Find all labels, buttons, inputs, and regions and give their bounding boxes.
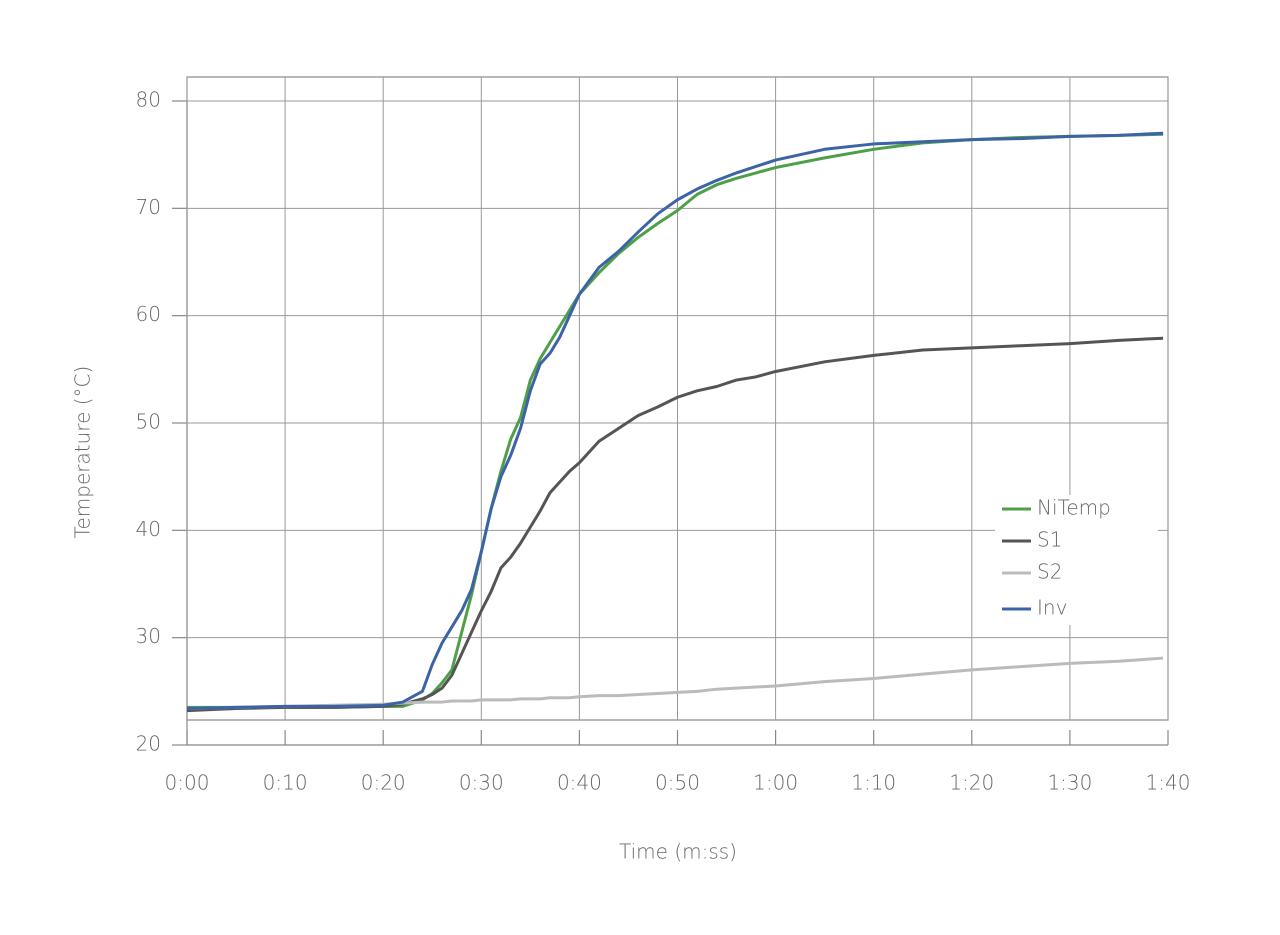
- x-tick-label: 0:50: [655, 771, 700, 795]
- x-tick-label: 0:30: [459, 771, 504, 795]
- series-line: [186, 656, 1164, 711]
- x-tick-label: 0:00: [165, 771, 210, 795]
- x-axis-label: Time (m:ss): [619, 840, 737, 864]
- y-tick-label: 70: [136, 195, 161, 219]
- series-line: [186, 131, 1164, 711]
- x-tick-label: 1:10: [851, 771, 896, 795]
- x-tick-label: 0:40: [557, 771, 602, 795]
- legend-label: NiTemp: [1037, 496, 1111, 520]
- legend-label: Inv: [1037, 596, 1067, 620]
- legend-label: S2: [1037, 560, 1062, 584]
- y-tick-label: 80: [136, 88, 161, 112]
- y-axis-label: Temperature (°C): [71, 366, 95, 539]
- x-tick-label: 1:20: [949, 771, 994, 795]
- x-tick-label: 0:20: [361, 771, 406, 795]
- y-tick-label: 20: [136, 732, 161, 756]
- y-tick-label: 30: [136, 624, 161, 648]
- x-tick-label: 0:10: [263, 771, 308, 795]
- y-tick-label: 60: [136, 302, 161, 326]
- legend-label: S1: [1037, 528, 1062, 552]
- series-line: [186, 336, 1164, 713]
- legend-box: [995, 495, 1158, 625]
- x-tick-label: 1:30: [1047, 771, 1092, 795]
- x-tick-label: 1:40: [1146, 771, 1191, 795]
- y-tick-label: 40: [136, 517, 161, 541]
- x-tick-label: 1:00: [753, 771, 798, 795]
- y-tick-label: 50: [136, 410, 161, 434]
